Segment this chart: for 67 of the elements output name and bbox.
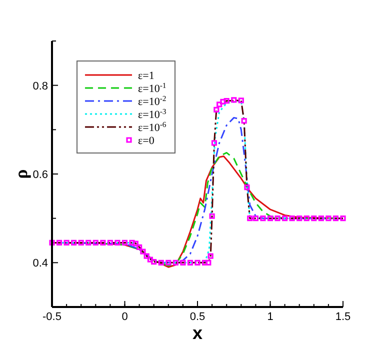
- legend-label: ε=10$^{-1}$: [138, 80, 166, 95]
- point: [158, 260, 164, 266]
- point: [296, 216, 302, 222]
- point: [340, 216, 346, 222]
- point: [71, 240, 77, 246]
- point: [238, 98, 244, 104]
- legend-label: ε=10$^{-3}$: [138, 106, 166, 121]
- point: [151, 258, 157, 265]
- x-tick-label: 0: [122, 311, 128, 323]
- point: [129, 240, 135, 246]
- point: [78, 240, 84, 246]
- point: [247, 216, 253, 222]
- point: [211, 140, 218, 146]
- x-tick-label: -0.5: [42, 311, 62, 323]
- point: [136, 244, 142, 250]
- point: [216, 102, 222, 108]
- x-tick-label: 1.5: [335, 311, 351, 323]
- legend-label: ε=0: [138, 135, 155, 147]
- point: [231, 97, 237, 103]
- point: [202, 260, 208, 266]
- point: [311, 216, 317, 222]
- point: [144, 253, 150, 259]
- point: [56, 240, 62, 246]
- point: [267, 216, 274, 222]
- y-tick-label: 0.8: [32, 80, 48, 92]
- point: [289, 216, 295, 222]
- point: [166, 260, 172, 266]
- point: [49, 240, 55, 246]
- point: [64, 240, 70, 246]
- point: [304, 216, 310, 222]
- point: [220, 98, 226, 105]
- point: [122, 240, 128, 246]
- y-axis-title: ρ: [11, 169, 31, 179]
- x-tick-label: 0.5: [190, 311, 206, 323]
- point: [92, 240, 98, 246]
- legend-label: ε=10$^{-2}$: [138, 94, 166, 108]
- point: [114, 240, 120, 246]
- point: [100, 240, 106, 246]
- point: [172, 260, 178, 266]
- y-tick-label: 0.4: [32, 258, 48, 270]
- point: [180, 260, 186, 266]
- x-tick-label: 1: [267, 311, 274, 323]
- point: [209, 213, 215, 219]
- legend-label: ε=10$^{-6}$: [138, 120, 166, 134]
- point: [274, 216, 280, 222]
- point: [194, 260, 200, 266]
- point: [282, 216, 288, 222]
- point: [224, 98, 230, 104]
- point: [252, 216, 258, 222]
- point: [208, 253, 214, 259]
- point: [244, 184, 250, 190]
- point: [147, 256, 154, 262]
- point: [132, 240, 138, 246]
- point: [241, 118, 247, 124]
- point: [86, 240, 92, 246]
- point: [318, 216, 324, 222]
- x-axis-title: x: [192, 323, 203, 343]
- y-tick-label: 0.6: [32, 169, 48, 181]
- legend-label: ε=1: [138, 70, 154, 82]
- point: [332, 216, 339, 222]
- point: [187, 260, 194, 266]
- point: [260, 216, 266, 222]
- point: [214, 106, 220, 113]
- point: [206, 260, 212, 266]
- point: [140, 248, 146, 254]
- point: [326, 216, 332, 222]
- point: [107, 240, 113, 246]
